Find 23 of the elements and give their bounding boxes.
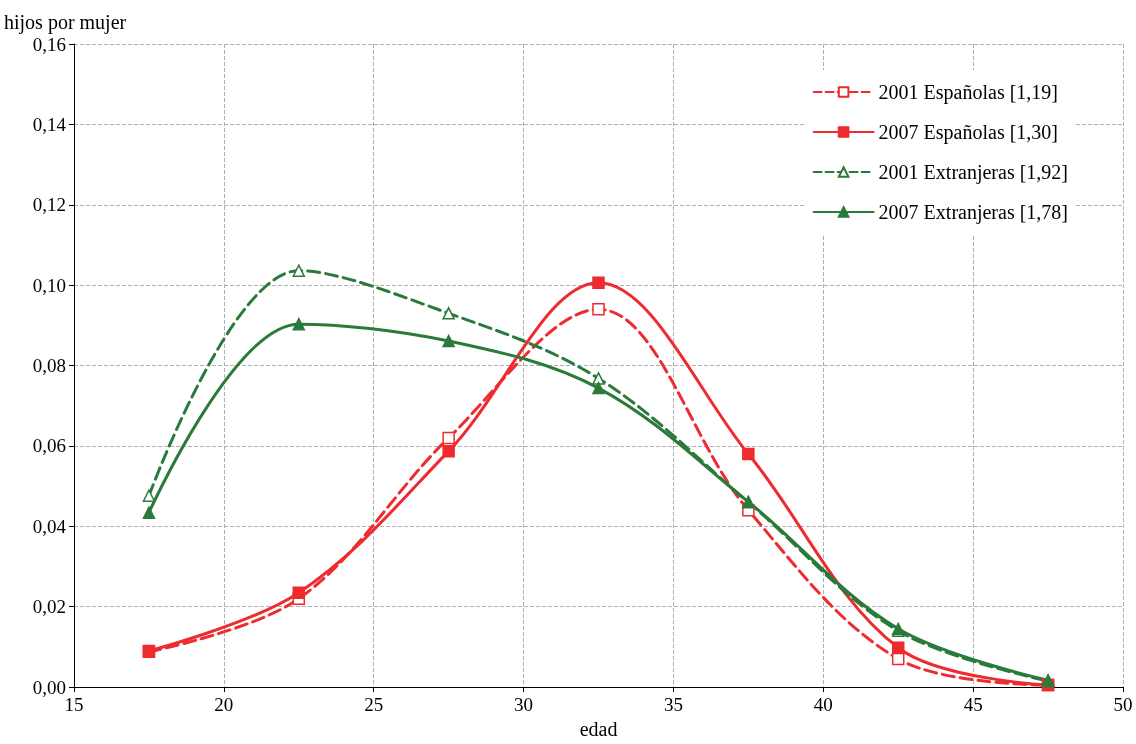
- legend-label: 2001 Extranjeras [1,92]: [878, 161, 1069, 184]
- y-tick-label: 0,00: [32, 676, 66, 698]
- x-tick-label: 30: [514, 694, 534, 716]
- y-tick-label: 0,14: [32, 113, 67, 135]
- y-axis-title: hijos por mujer: [4, 11, 127, 34]
- x-tick-label: 50: [1113, 694, 1133, 716]
- legend-label: 2007 Extranjeras [1,78]: [878, 201, 1069, 224]
- y-tick-label: 0,12: [32, 194, 66, 216]
- y-tick-label: 0,10: [32, 274, 66, 296]
- x-tick-label: 20: [214, 694, 234, 716]
- x-tick-label: 35: [663, 694, 683, 716]
- y-tick-label: 0,16: [32, 33, 66, 55]
- legend-label: 2001 Españolas [1,19]: [878, 81, 1059, 104]
- y-tick-label: 0,06: [32, 435, 66, 457]
- x-axis-title: edad: [579, 718, 618, 740]
- legend-label: 2007 Españolas [1,30]: [878, 121, 1059, 144]
- y-tick-label: 0,04: [32, 515, 67, 537]
- x-tick-label: 40: [813, 694, 833, 716]
- y-tick-label: 0,08: [32, 355, 66, 377]
- x-tick-label: 45: [963, 694, 983, 716]
- x-tick-label: 25: [364, 694, 384, 716]
- x-tick-label: 15: [64, 694, 84, 716]
- y-tick-label: 0,02: [32, 596, 66, 618]
